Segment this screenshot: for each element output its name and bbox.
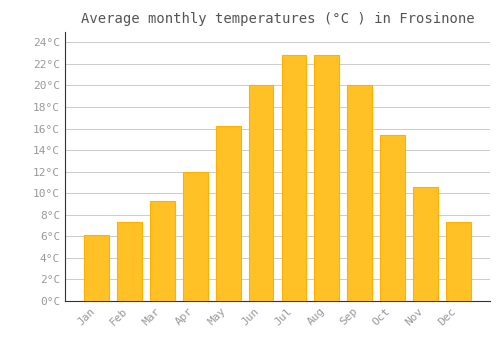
Bar bbox=[183, 172, 208, 301]
Bar bbox=[413, 187, 438, 301]
Bar bbox=[216, 126, 240, 301]
Bar bbox=[84, 235, 109, 301]
Bar bbox=[380, 135, 405, 301]
Bar bbox=[117, 222, 142, 301]
Bar bbox=[150, 201, 174, 301]
Bar bbox=[314, 55, 339, 301]
Title: Average monthly temperatures (°C ) in Frosinone: Average monthly temperatures (°C ) in Fr… bbox=[80, 12, 474, 26]
Bar bbox=[248, 85, 274, 301]
Bar bbox=[348, 85, 372, 301]
Bar bbox=[282, 55, 306, 301]
Bar bbox=[446, 222, 470, 301]
